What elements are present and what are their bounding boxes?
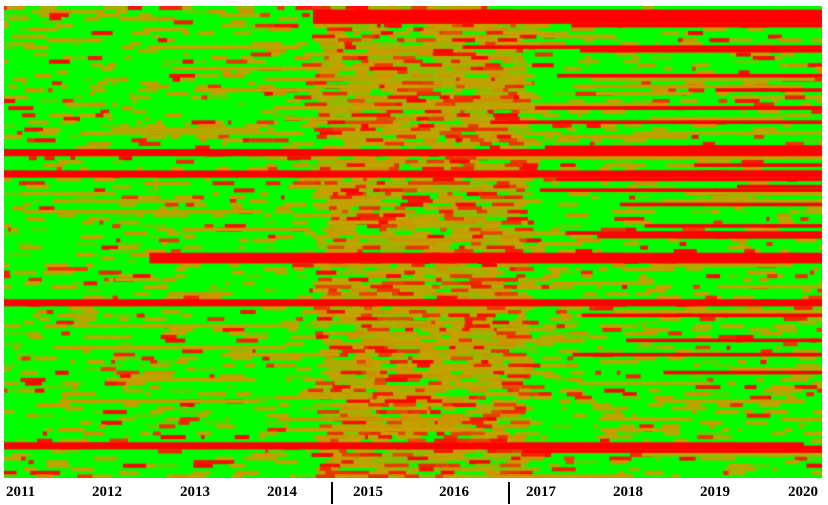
x-tick-label: 2016 [439, 484, 469, 500]
x-tick-label: 2015 [353, 484, 383, 500]
x-tick-label: 2017 [526, 484, 556, 500]
x-tick-label: 2020 [788, 484, 818, 500]
x-tick-label: 2014 [267, 484, 297, 500]
x-tick-label: 2012 [92, 484, 122, 500]
period-marker-end [508, 482, 510, 504]
heatmap-plot [4, 6, 822, 478]
x-tick-label: 2013 [180, 484, 210, 500]
x-axis: 2011 2012 2013 2014 2015 2016 2017 2018 … [0, 478, 828, 505]
x-tick-label: 2011 [6, 484, 36, 500]
x-tick-label: 2018 [613, 484, 643, 500]
period-marker-start [331, 482, 333, 504]
x-tick-label: 2019 [700, 484, 730, 500]
